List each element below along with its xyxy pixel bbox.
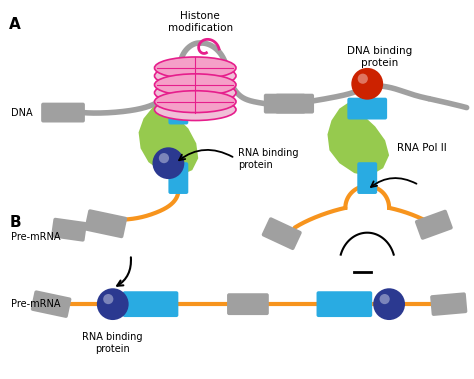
- FancyBboxPatch shape: [123, 291, 178, 317]
- Text: B: B: [9, 215, 21, 230]
- Text: RNA Pol II: RNA Pol II: [397, 143, 447, 153]
- FancyBboxPatch shape: [41, 103, 85, 122]
- Circle shape: [103, 294, 113, 304]
- FancyBboxPatch shape: [415, 210, 453, 240]
- Ellipse shape: [155, 74, 236, 96]
- Circle shape: [380, 294, 390, 304]
- Text: Pre-mRNA: Pre-mRNA: [11, 232, 61, 242]
- FancyBboxPatch shape: [317, 291, 372, 317]
- FancyBboxPatch shape: [430, 292, 467, 316]
- Text: RNA binding
protein: RNA binding protein: [82, 332, 143, 354]
- Circle shape: [373, 288, 405, 320]
- Ellipse shape: [155, 65, 236, 87]
- Polygon shape: [328, 101, 389, 176]
- Text: Histone
modification: Histone modification: [168, 11, 233, 33]
- Circle shape: [159, 153, 169, 163]
- Ellipse shape: [155, 91, 236, 113]
- FancyBboxPatch shape: [227, 293, 269, 315]
- Text: DNA binding
protein: DNA binding protein: [346, 46, 412, 68]
- Polygon shape: [138, 101, 198, 176]
- FancyBboxPatch shape: [84, 209, 127, 238]
- Ellipse shape: [155, 82, 236, 103]
- FancyBboxPatch shape: [168, 162, 188, 194]
- FancyBboxPatch shape: [51, 218, 87, 242]
- FancyBboxPatch shape: [347, 98, 387, 119]
- Circle shape: [153, 147, 184, 179]
- Text: Pre-mRNA: Pre-mRNA: [11, 299, 61, 309]
- FancyBboxPatch shape: [168, 93, 188, 124]
- Ellipse shape: [155, 99, 236, 121]
- FancyBboxPatch shape: [31, 290, 72, 318]
- FancyBboxPatch shape: [275, 94, 314, 114]
- Circle shape: [97, 288, 128, 320]
- Text: A: A: [9, 17, 21, 32]
- Circle shape: [358, 74, 368, 84]
- Circle shape: [351, 68, 383, 100]
- FancyBboxPatch shape: [262, 217, 302, 250]
- Ellipse shape: [155, 57, 236, 79]
- FancyBboxPatch shape: [357, 162, 377, 194]
- FancyBboxPatch shape: [264, 94, 306, 114]
- Text: DNA: DNA: [11, 108, 33, 117]
- Text: RNA binding
protein: RNA binding protein: [238, 148, 299, 170]
